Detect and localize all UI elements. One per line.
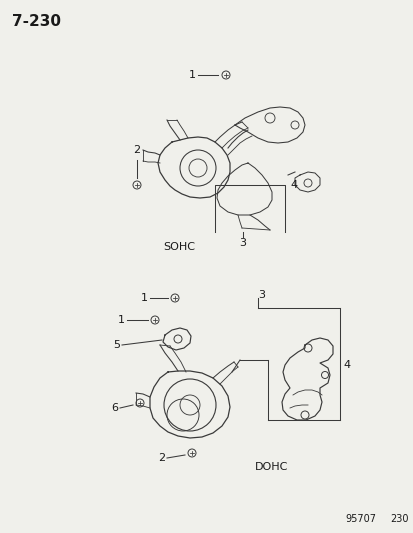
Text: 2: 2: [157, 453, 165, 463]
Text: 1: 1: [141, 293, 147, 303]
Text: 3: 3: [257, 290, 264, 300]
Text: 4: 4: [289, 180, 297, 190]
Text: 4: 4: [342, 360, 349, 370]
Text: 6: 6: [111, 403, 118, 413]
Text: 1: 1: [118, 315, 125, 325]
Text: 1: 1: [189, 70, 195, 80]
Text: 2: 2: [133, 145, 140, 155]
Text: 7-230: 7-230: [12, 14, 61, 29]
Text: 95707: 95707: [344, 514, 375, 524]
Text: 230: 230: [389, 514, 408, 524]
Text: 3: 3: [239, 238, 246, 248]
Text: DOHC: DOHC: [254, 462, 288, 472]
Text: 5: 5: [113, 340, 120, 350]
Text: SOHC: SOHC: [163, 242, 195, 252]
